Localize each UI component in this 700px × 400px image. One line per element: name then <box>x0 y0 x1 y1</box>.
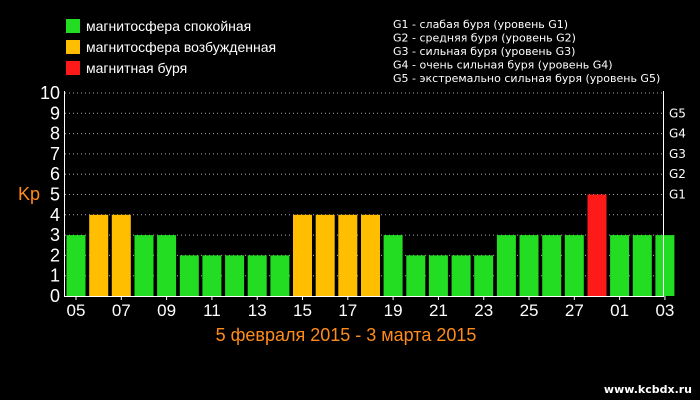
y-tick-label: 1 <box>50 266 60 286</box>
bar-14 <box>270 255 290 296</box>
y-axis-label: Kp <box>18 184 40 204</box>
bar-06 <box>89 214 109 296</box>
bar-13 <box>247 255 267 296</box>
bar-19 <box>383 235 403 296</box>
bar-26 <box>542 235 562 296</box>
storm-level-legend-item: G2 - средняя буря (уровень G2) <box>393 32 576 45</box>
legend-label: магнитная буря <box>86 60 187 76</box>
bar-18 <box>361 214 380 296</box>
bar-25 <box>519 235 539 296</box>
g-level-tick-label: G5 <box>669 106 686 120</box>
g-level-tick-label: G4 <box>669 127 686 141</box>
g-level-tick-label: G3 <box>669 147 686 161</box>
x-tick-label: 13 <box>248 301 267 320</box>
legend-label: магнитосфера спокойная <box>86 18 251 34</box>
bar-02 <box>632 235 652 296</box>
storm-level-legend-item: G1 - слабая буря (уровень G1) <box>393 18 568 31</box>
bar-23 <box>474 255 494 296</box>
y-tick-label: 3 <box>50 225 60 245</box>
bar-27 <box>564 235 584 296</box>
x-tick-label: 05 <box>67 301 86 320</box>
date-range-label: 5 февраля 2015 - 3 марта 2015 <box>216 325 477 345</box>
legend-swatch <box>66 40 80 54</box>
bar-24 <box>496 235 516 296</box>
storm-level-legend-item: G5 - экстремально сильная буря (уровень … <box>393 72 660 85</box>
bar-15 <box>293 214 312 296</box>
bars <box>66 194 675 296</box>
legend-label: магнитосфера возбужденная <box>86 39 276 55</box>
site-watermark: www.kcbdx.ru <box>604 383 692 396</box>
x-tick-label: 19 <box>384 301 403 320</box>
legend: магнитосфера спокойная магнитосфера возбу… <box>66 18 276 76</box>
bar-28 <box>587 194 607 296</box>
g-level-tick-label: G1 <box>669 188 686 202</box>
y-tick-label: 9 <box>50 103 60 123</box>
bar-16 <box>315 214 335 296</box>
x-tick-label: 23 <box>474 301 493 320</box>
bar-11 <box>202 255 222 296</box>
bar-10 <box>179 255 199 296</box>
legend-swatch <box>66 61 80 75</box>
y-tick-label: 6 <box>50 164 60 184</box>
x-tick-label: 11 <box>203 301 221 320</box>
bar-22 <box>451 255 471 296</box>
bar-17 <box>338 214 358 296</box>
y-tick-label: 4 <box>50 205 60 225</box>
bar-20 <box>406 255 426 296</box>
x-tick-label: 07 <box>112 301 131 320</box>
x-tick-label: 27 <box>565 301 584 320</box>
y-tick-label: 10 <box>40 83 60 103</box>
storm-level-legend: G1 - слабая буря (уровень G1)G2 - средня… <box>393 18 660 85</box>
bar-12 <box>225 255 245 296</box>
bar-08 <box>134 235 154 296</box>
x-tick-label: 25 <box>520 301 539 320</box>
storm-level-legend-item: G3 - сильная буря (уровень G3) <box>393 45 575 58</box>
x-tick-label: 15 <box>293 301 312 320</box>
x-tick-label: 17 <box>338 301 357 320</box>
bar-03 <box>655 235 675 296</box>
x-tick-label: 09 <box>157 301 176 320</box>
bar-07 <box>111 214 131 296</box>
g-level-tick-label: G2 <box>669 167 686 181</box>
y-tick-label: 7 <box>50 144 60 164</box>
y-tick-label: 0 <box>50 286 60 306</box>
x-tick-label: 03 <box>655 301 674 320</box>
bar-09 <box>157 235 177 296</box>
x-tick-label: 21 <box>429 301 448 320</box>
y-tick-label: 2 <box>50 245 60 265</box>
bar-05 <box>66 235 86 296</box>
y-tick-label: 8 <box>50 124 60 144</box>
y-tick-label: 5 <box>50 185 60 205</box>
storm-level-legend-item: G4 - очень сильная буря (уровень G4) <box>393 59 613 72</box>
x-tick-label: 01 <box>610 301 629 320</box>
legend-swatch <box>66 19 80 33</box>
bar-01 <box>610 235 630 296</box>
bar-21 <box>428 255 448 296</box>
